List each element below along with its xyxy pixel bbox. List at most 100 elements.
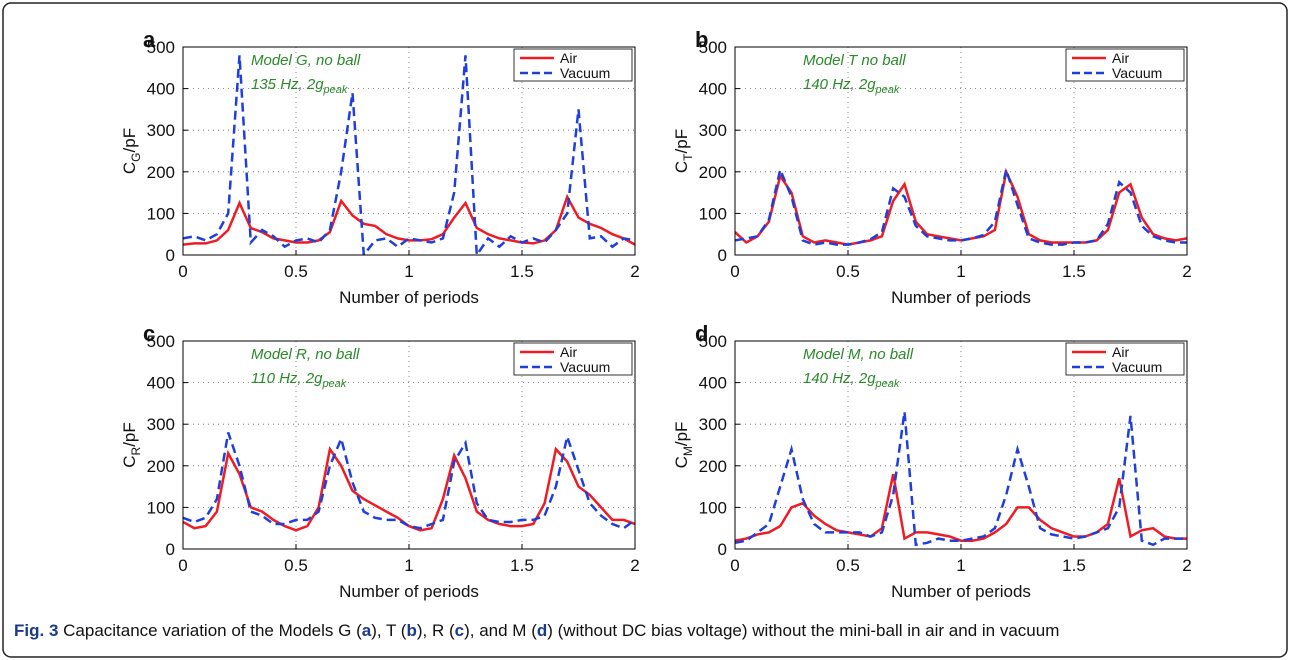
- legend-label: Vacuum: [1112, 65, 1162, 81]
- x-axis-label: Number of periods: [339, 582, 479, 601]
- legend-label: Vacuum: [1112, 359, 1162, 375]
- y-label-rest: /pF: [120, 422, 139, 447]
- y-label-base: C: [672, 161, 691, 173]
- data-line: [183, 55, 635, 255]
- caption: Fig. 3 Capacitance variation of the Mode…: [14, 621, 1059, 640]
- x-tick-label: 2: [1182, 556, 1191, 575]
- y-tick-label: 400: [147, 80, 175, 99]
- y-label-rest: /pF: [672, 422, 691, 447]
- y-tick-label: 0: [718, 246, 727, 265]
- annotation: Model G, no ball: [251, 52, 361, 69]
- annotation: 140 Hz, 2gpeak: [803, 370, 900, 390]
- y-tick-label: 100: [147, 498, 175, 517]
- data-line: [735, 164, 1187, 246]
- x-tick-label: 0.5: [836, 262, 860, 281]
- annotation-text: 140 Hz, 2g: [803, 76, 876, 93]
- y-tick-label: 300: [147, 121, 175, 140]
- x-tick-label: 2: [630, 556, 639, 575]
- annotation-sub: peak: [323, 84, 348, 96]
- y-tick-label: 200: [147, 163, 175, 182]
- y-tick-label: 400: [699, 374, 727, 393]
- x-tick-label: 1: [404, 262, 413, 281]
- data-line: [183, 432, 635, 530]
- y-label-rest: /pF: [120, 128, 139, 153]
- caption-part: b: [406, 621, 416, 640]
- annotation: Model T no ball: [803, 52, 906, 69]
- annotation: Model R, no ball: [251, 346, 360, 363]
- legend-box: [513, 342, 633, 376]
- data-line: [183, 193, 635, 246]
- y-tick-label: 400: [699, 80, 727, 99]
- x-axis-label: Number of periods: [891, 288, 1031, 307]
- x-tick-label: 1.5: [1062, 556, 1086, 575]
- y-label-base: C: [672, 456, 691, 468]
- y-label-base: C: [120, 455, 139, 467]
- y-tick-label: 0: [166, 246, 175, 265]
- y-tick-label: 100: [147, 204, 175, 223]
- y-label-base: C: [120, 162, 139, 174]
- legend-box: [1065, 342, 1185, 376]
- data-line: [183, 446, 635, 532]
- caption-part: d: [537, 621, 547, 640]
- data-line: [735, 473, 1187, 542]
- x-tick-label: 0: [178, 556, 187, 575]
- axes-box: [182, 340, 636, 550]
- y-axis-label: CR/pF: [120, 422, 143, 468]
- y-label-sub: M: [681, 446, 695, 456]
- panel-letter: c: [143, 321, 155, 346]
- legend-label: Air: [560, 50, 577, 66]
- y-tick-label: 500: [699, 332, 727, 351]
- y-axis-label: CG/pF: [120, 128, 143, 174]
- legend-label: Air: [1112, 344, 1129, 360]
- x-axis-label: Number of periods: [339, 288, 479, 307]
- panel-letter: d: [695, 321, 708, 346]
- legend-box: [1065, 48, 1185, 82]
- panel-letter: b: [695, 27, 708, 52]
- y-axis-label: CT/pF: [672, 129, 695, 173]
- y-label-sub: G: [129, 152, 143, 161]
- y-tick-label: 300: [147, 415, 175, 434]
- caption-part: ), and M (: [464, 621, 537, 640]
- panel-letter: a: [143, 27, 156, 52]
- legend-label: Vacuum: [560, 65, 610, 81]
- x-tick-label: 0: [730, 262, 739, 281]
- caption-part: c: [455, 621, 464, 640]
- annotation: Model M, no ball: [803, 346, 914, 363]
- y-tick-label: 500: [147, 332, 175, 351]
- annotation-text: 140 Hz, 2g: [803, 370, 876, 387]
- legend-box: [513, 48, 633, 82]
- y-tick-label: 300: [699, 121, 727, 140]
- x-axis-label: Number of periods: [891, 582, 1031, 601]
- x-tick-label: 0.5: [836, 556, 860, 575]
- data-line: [735, 167, 1187, 246]
- x-tick-label: 2: [1182, 262, 1191, 281]
- y-tick-label: 100: [699, 204, 727, 223]
- axes-box: [734, 46, 1188, 256]
- axes-box: [182, 46, 636, 256]
- x-tick-label: 1.5: [510, 262, 534, 281]
- y-axis-label: CM/pF: [672, 422, 695, 469]
- legend-label: Air: [1112, 50, 1129, 66]
- x-tick-label: 0.5: [284, 556, 308, 575]
- caption-part: Fig. 3: [14, 621, 58, 640]
- y-tick-label: 400: [147, 374, 175, 393]
- x-tick-label: 2: [630, 262, 639, 281]
- y-label-rest: /pF: [672, 129, 691, 154]
- caption-part: ), T (: [371, 621, 407, 640]
- y-tick-label: 200: [147, 457, 175, 476]
- x-tick-label: 1: [956, 262, 965, 281]
- annotation-text: 110 Hz, 2g: [251, 370, 323, 387]
- annotation: 135 Hz, 2gpeak: [251, 76, 348, 96]
- annotation-sub: peak: [321, 378, 346, 390]
- annotation: 110 Hz, 2gpeak: [251, 370, 347, 390]
- y-label-sub: R: [129, 446, 143, 455]
- y-tick-label: 100: [699, 498, 727, 517]
- annotation-sub: peak: [875, 84, 900, 96]
- annotation-text: 135 Hz, 2g: [251, 76, 324, 93]
- caption-part: ) (without DC bias voltage) without the …: [547, 621, 1059, 640]
- legend-label: Air: [560, 344, 577, 360]
- y-tick-label: 200: [699, 457, 727, 476]
- caption-part: Capacitance variation of the Models G (: [58, 621, 362, 640]
- axes-box: [734, 340, 1188, 550]
